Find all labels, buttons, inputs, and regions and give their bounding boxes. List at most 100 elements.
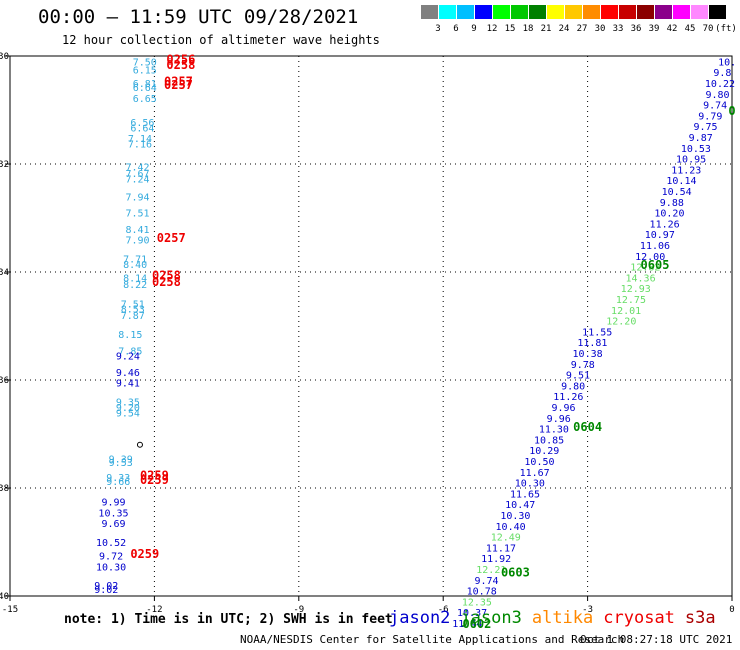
wave-height-label: 9.02 [94, 585, 118, 596]
satellite-legend-item: jason3 [460, 608, 522, 628]
wave-height-label: 7.71 [123, 255, 147, 266]
wave-height-label: 6.81 [133, 79, 157, 90]
wave-height-label: 14.36 [625, 273, 655, 284]
pass-time-label: 0258 [166, 58, 195, 72]
wave-height-label: 11.65 [510, 489, 540, 500]
wave-height-label: 8.22 [123, 280, 147, 291]
x-tick-label: -15 [2, 605, 18, 615]
page-subtitle: 12 hour collection of altimeter wave hei… [62, 33, 380, 47]
pass-time-label: 0258 [152, 275, 181, 289]
wave-height-label: 9.74 [474, 576, 498, 587]
wave-height-label: 8.15 [118, 330, 142, 341]
credit-footer: NOAA/NESDIS Center for Satellite Applica… [240, 633, 625, 646]
colorbar-label: (ft) [715, 24, 737, 34]
footnote: note: 1) Time is in UTC; 2) SWH is in fe… [64, 612, 393, 627]
wave-height-label: 7.24 [126, 175, 150, 186]
wave-height-label: 10. [718, 57, 736, 68]
colorbar-swatch [673, 5, 690, 19]
wave-height-label: 9.79 [698, 111, 722, 122]
wave-height-label: 11.26 [650, 219, 680, 230]
wave-height-label: 11.44 [452, 619, 482, 630]
colorbar-label: 15 [504, 24, 516, 34]
wave-height-label: 9.24 [116, 352, 140, 363]
wave-height-label: 9.96 [547, 414, 571, 425]
pass-time-label: 0257 [157, 231, 186, 245]
wave-height-label: 10.30 [96, 562, 126, 573]
colorbar-label: 70 [702, 24, 714, 34]
colorbar-label: 6 [453, 24, 459, 34]
pass-time-label: 0258 [152, 269, 181, 283]
wave-height-label: 10.85 [534, 435, 564, 446]
colorbar-swatch [565, 5, 582, 19]
wave-height-label: 12.20 [606, 317, 636, 328]
wave-height-label: 9.20 [116, 403, 140, 414]
generated-date: Oct 1 08:27:18 UTC 2021 [580, 633, 733, 646]
wave-height-label: 6.64 [130, 123, 154, 134]
wave-height-label: 10.35 [98, 508, 128, 519]
wave-height-label: 7.87 [121, 311, 145, 322]
pass-time-label: 0259 [140, 473, 169, 487]
colorbar-swatch [529, 5, 546, 19]
page-title: 00:00 – 11:59 UTC 09/28/2021 [38, 6, 359, 28]
wave-height-label: 7.16 [128, 139, 152, 150]
wave-height-label: 9.54 [116, 408, 140, 419]
wave-height-label: 7.94 [126, 192, 150, 203]
wave-height-label: 11.81 [577, 338, 607, 349]
wave-height-label: 9.69 [101, 519, 125, 530]
satellite-legend-item: cryosat [603, 608, 675, 628]
colorbar-swatch [709, 5, 726, 19]
colorbar-label: 42 [666, 24, 678, 34]
wave-height-label: 9.53 [109, 458, 133, 469]
y-tick-label: -40 [0, 592, 9, 602]
wave-height-label: 9.78 [571, 360, 595, 371]
wave-height-label: 7.14 [128, 134, 152, 145]
plot-frame [9, 55, 733, 597]
wave-height-label: 7.85 [118, 346, 142, 357]
wave-height-label: 7.51 [126, 209, 150, 220]
wave-height-label: 10.30 [500, 511, 530, 522]
wave-height-label: 12.82 [630, 263, 660, 274]
y-tick-label: -38 [0, 484, 9, 494]
colorbar-swatch [601, 5, 618, 19]
wave-height-label: 10.54 [662, 187, 692, 198]
wave-height-label: 11.17 [486, 543, 516, 554]
x-tick-label: -6 [438, 605, 449, 615]
y-tick-label: -36 [0, 376, 9, 386]
wave-height-label: 9.87 [689, 133, 713, 144]
wave-height-label: 9.41 [116, 379, 140, 390]
wave-height-label: 6.65 [133, 94, 157, 105]
wave-height-label: 8.14 [123, 273, 147, 284]
wave-height-label: 12.01 [611, 306, 641, 317]
wave-height-label: 10.38 [573, 349, 603, 360]
y-tick-label: -34 [0, 268, 9, 278]
colorbar-label: 45 [684, 24, 696, 34]
wave-height-label: 11.55 [582, 327, 612, 338]
wave-height-label: 11.23 [671, 165, 701, 176]
colorbar-swatch [637, 5, 654, 19]
plot-axes: -15-12-9-6-30-30-32-34-36-38-40 [0, 52, 735, 615]
wave-height-label: 10.53 [681, 144, 711, 155]
wave-height-label: 10.29 [529, 446, 559, 457]
wave-height-label: 11.67 [520, 468, 550, 479]
wave-height-label: 11.06 [640, 241, 670, 252]
wave-height-label: 9.39 [109, 454, 133, 465]
wave-height-label: 6.64 [133, 83, 157, 94]
y-tick-label: -30 [0, 52, 9, 62]
wave-height-label: 10.14 [666, 176, 696, 187]
wave-height-label: 8.53 [121, 305, 145, 316]
wave-height-label: 11.92 [481, 554, 511, 565]
wave-height-label: 10.30 [515, 479, 545, 490]
wave-height-label: 9.72 [99, 552, 123, 563]
wave-height-label: 7.90 [126, 236, 150, 247]
pass-time-label: 0603 [501, 566, 530, 580]
wave-height-label: 8.41 [126, 225, 150, 236]
wave-height-label: 9.80 [706, 90, 730, 101]
y-tick-label: -32 [0, 160, 9, 170]
wave-height-label: 10.97 [645, 230, 675, 241]
colorbar-swatch [457, 5, 474, 19]
pass-time-label: 0605 [641, 258, 670, 272]
colorbar-swatch [583, 5, 600, 19]
wave-height-label: 10.52 [96, 538, 126, 549]
pass-time-label: 0257 [164, 78, 193, 92]
